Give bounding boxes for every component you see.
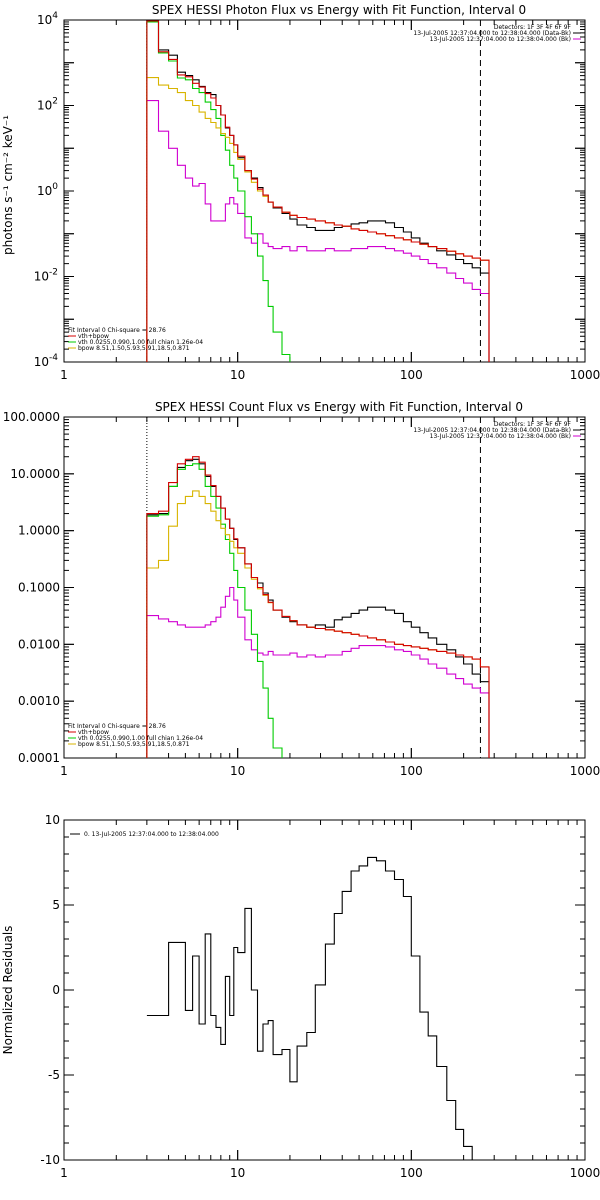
x-tick-label: 1 bbox=[60, 368, 68, 382]
x-tick-label: 10 bbox=[230, 368, 245, 382]
series-line bbox=[146, 463, 283, 758]
y-tick-label: 102 bbox=[37, 97, 58, 113]
x-tick-label: 100 bbox=[400, 764, 423, 778]
y-tick-label: 1.0000 bbox=[18, 524, 60, 538]
legend-entry: 13-Jul-2005 12:37:04.000 to 12:38:04.000… bbox=[430, 433, 571, 440]
series-line bbox=[146, 458, 490, 758]
x-tick-label: 100 bbox=[400, 368, 423, 382]
legend-entry: bpow 8.51,1.50,5.93,5.91,18.5,0.871 bbox=[78, 345, 190, 352]
x-tick-label: 1 bbox=[60, 764, 68, 778]
plot-frame bbox=[63, 19, 586, 363]
legend-entry: vth+bpow bbox=[78, 333, 109, 340]
series-line bbox=[146, 21, 291, 362]
x-tick-label: 10 bbox=[230, 1166, 245, 1180]
y-tick-label: 100.0000 bbox=[3, 410, 60, 424]
y-tick-label: -10 bbox=[40, 1153, 60, 1167]
photon-flux-plot: 1 10 100 1000 10-4 10-2 100 102 104 Detectors: 1F… bbox=[34, 11, 600, 382]
y-tick-label: 10.0000 bbox=[10, 467, 60, 481]
x-tick-label: 1000 bbox=[570, 764, 600, 778]
legend-entry: Fit Interval 0 Chi-square = 28.76 bbox=[68, 327, 166, 334]
legend-entry: vth 0.0255,0.990,1.00 full chian 1.26e-0… bbox=[78, 735, 203, 742]
legend-entry: Detectors: 1F 3F 4F 6F 9F bbox=[494, 24, 572, 31]
y-tick-label: 10-2 bbox=[34, 268, 58, 284]
count-flux-title: SPEX HESSI Count Flux vs Energy with Fit… bbox=[155, 400, 523, 414]
y-tick-label: 100 bbox=[37, 182, 58, 198]
legend-entry: 13-Jul-2005 12:37:04.000 to 12:38:04.000… bbox=[413, 427, 571, 434]
x-tick-label: 1000 bbox=[570, 368, 600, 382]
x-tick-label: 10 bbox=[230, 764, 245, 778]
x-tick-label: 1000 bbox=[570, 1166, 600, 1180]
y-tick-label: 0.0100 bbox=[18, 637, 60, 651]
y-tick-label: 0 bbox=[52, 983, 60, 997]
y-tick-label: -5 bbox=[48, 1068, 60, 1082]
residuals-panel: Normalized Residuals 1 10 100 1000 -10 -5 0 5 10… bbox=[1, 813, 600, 1180]
residuals-plot: 1 10 100 1000 -10 -5 0 5 10 0. 13-Jul-2005 12:37:… bbox=[40, 813, 600, 1180]
y-tick-label: 0.1000 bbox=[18, 581, 60, 595]
y-tick-label: 0.0001 bbox=[18, 751, 60, 765]
legend-entry: bpow 8.51,1.50,5.93,5.91,18.5,0.871 bbox=[78, 741, 190, 748]
legend-entry: 13-Jul-2005 12:37:04.000 to 12:38:04.000… bbox=[413, 30, 571, 37]
y-tick-label: 10-4 bbox=[34, 353, 59, 369]
x-tick-label: 1 bbox=[60, 1166, 68, 1180]
legend-entry: 13-Jul-2005 12:37:04.000 to 12:38:04.000… bbox=[430, 36, 571, 43]
legend-entry: vth+bpow bbox=[78, 729, 109, 736]
y-tick-label: 0.0010 bbox=[18, 694, 60, 708]
count-flux-panel: SPEX HESSI Count Flux vs Energy with Fit… bbox=[3, 400, 600, 778]
x-tick-label: 100 bbox=[400, 1166, 423, 1180]
series-line bbox=[146, 586, 490, 758]
legend-entry: Detectors: 1F 3F 4F 6F 9F bbox=[494, 421, 572, 428]
series-line bbox=[146, 100, 490, 362]
plot-frame bbox=[63, 416, 586, 759]
count-flux-plot: 1 10 100 1000 0.0001 0.0010 0.0100 0.1000 1.0000… bbox=[3, 410, 600, 778]
series-line bbox=[146, 20, 490, 362]
plot-frame bbox=[63, 819, 586, 1161]
y-tick-label: 10 bbox=[45, 813, 60, 827]
series-line bbox=[146, 856, 473, 1160]
photon-flux-ylabel: photons s⁻¹ cm⁻² keV⁻¹ bbox=[1, 115, 15, 255]
series-line bbox=[146, 21, 490, 362]
series-line bbox=[146, 456, 490, 758]
photon-flux-panel: SPEX HESSI Photon Flux vs Energy with Fi… bbox=[1, 3, 600, 382]
photon-flux-title: SPEX HESSI Photon Flux vs Energy with Fi… bbox=[152, 3, 526, 17]
y-tick-label: 5 bbox=[52, 898, 60, 912]
legend-entry: 0. 13-Jul-2005 12:37:04.000 to 12:38:04.… bbox=[84, 831, 219, 838]
y-tick-label: 104 bbox=[37, 11, 58, 27]
legend-entry: vth 0.0255,0.990,1.00 full chian 1.26e-0… bbox=[78, 339, 203, 346]
residuals-ylabel: Normalized Residuals bbox=[1, 926, 15, 1055]
legend-entry: Fit Interval 0 Chi-square = 28.76 bbox=[68, 723, 166, 730]
